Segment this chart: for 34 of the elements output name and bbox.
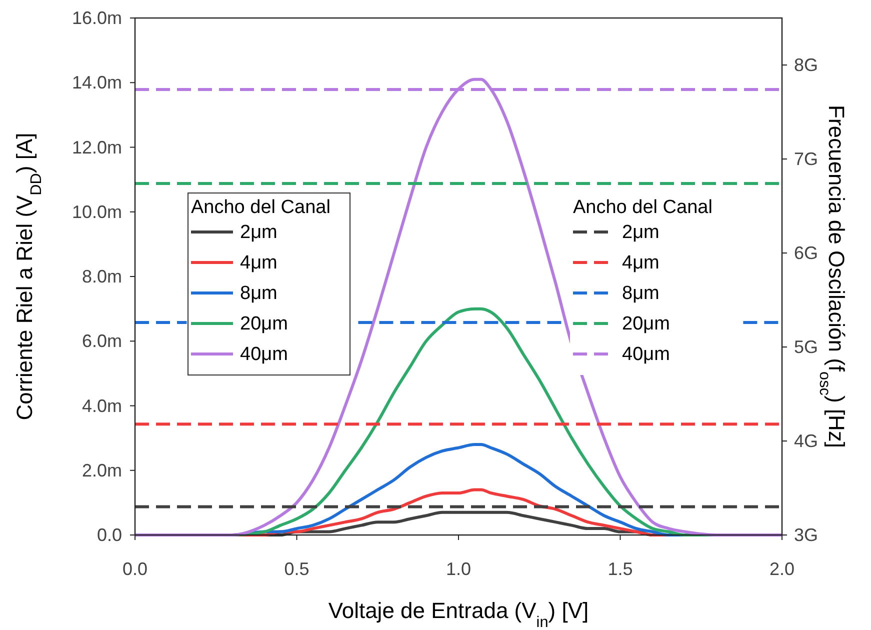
y-tick-label: 8.0m <box>82 266 122 286</box>
legend-label: 8μm <box>240 283 278 304</box>
y-tick-label: 12.0m <box>72 137 122 158</box>
y-tick-label: 2.0m <box>82 460 122 480</box>
x-tick-label: 0.5 <box>284 559 310 579</box>
y2-tick-label: 4G <box>794 431 818 451</box>
x-tick-label: 2.0 <box>769 559 795 579</box>
y2-tick-label: 3G <box>794 525 818 545</box>
legend-label: 40μm <box>240 344 288 365</box>
y-tick-label: 16.0m <box>72 8 122 28</box>
x-tick-label: 1.5 <box>608 559 633 579</box>
y2-tick-label: 7G <box>794 149 818 169</box>
legend-label: 40μm <box>622 344 670 365</box>
legend-label: 2μm <box>622 222 660 243</box>
line-series <box>134 78 784 536</box>
y-tick-label: 4.0m <box>82 396 122 416</box>
x-tick-label: 1.0 <box>446 559 472 579</box>
x-tick-label: 0.0 <box>122 559 148 579</box>
y-tick-label: 6.0m <box>82 331 122 352</box>
y2-tick-label: 8G <box>794 55 818 75</box>
legend-label: 8μm <box>622 283 660 304</box>
legend-label: 4μm <box>622 252 660 274</box>
legend-title: Ancho del Canal <box>191 197 330 218</box>
y-tick-label: 0.0 <box>96 525 122 545</box>
y-tick-label: 14.0m <box>72 72 122 93</box>
y2-tick-label: 6G <box>794 243 818 263</box>
y-tick-label: 10.0m <box>72 202 122 222</box>
text: Ancho del Canal <box>573 197 712 218</box>
x-axis-title: Voltaje de Entrada (V$_{in}$) [V] <box>328 598 589 630</box>
legend-label: 20μm <box>240 314 288 334</box>
y2-tick-label: 5G <box>794 337 818 357</box>
legend-label: 4μm <box>240 252 278 274</box>
legend-label: 2μm <box>240 222 278 243</box>
legend-label: 20μm <box>622 314 670 334</box>
